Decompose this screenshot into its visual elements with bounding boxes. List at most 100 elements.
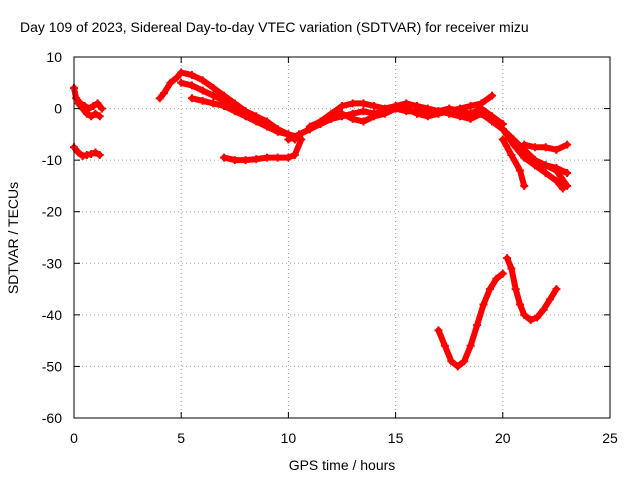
x-tick-label: 15 [388,430,404,446]
data-point [541,143,550,152]
y-tick-label: 10 [46,49,62,65]
data-point [533,313,542,322]
data-point [434,107,443,116]
data-point [252,155,261,164]
data-point [488,114,497,123]
data-point [511,285,520,294]
series-arc-evening-e [520,140,572,154]
data-point [209,83,218,92]
data-point [273,153,282,162]
data-point [488,91,497,100]
data-point [479,300,488,309]
data-point [316,117,325,126]
data-point [558,184,567,193]
data-point [530,161,539,170]
data-point [89,101,98,110]
data-point [447,357,456,366]
data-point [97,104,106,113]
data-point [262,153,271,162]
data-point [241,156,250,165]
series-arc-low-flat [220,135,306,165]
data-point [155,94,164,103]
data-point [466,114,475,123]
data-point [252,117,261,126]
data-point [520,153,529,162]
series-arc-early-lower [70,143,104,161]
axis-ticks: 0 5 10 15 20 25 -60 -50 -40 -30 -20 -10 0 10 [42,49,618,446]
data-point [466,341,475,350]
series-trace [188,95,292,138]
data-point [327,112,336,121]
data-point [541,169,550,178]
data-point [391,104,400,113]
data-point [453,362,462,371]
data-point [477,109,486,118]
data-point [455,112,464,121]
data-point [198,96,207,105]
data-point [563,169,572,178]
x-axis-label: GPS time / hours [289,457,396,473]
series-arc-evening-c [498,125,567,193]
data-point [187,94,196,103]
data-point [220,101,229,110]
data-point [230,107,239,116]
data-point [539,305,548,314]
data-point [485,285,494,294]
series-arc-deep-b [503,254,561,325]
data-point [290,150,299,159]
data-point [295,130,304,139]
data-point [434,326,443,335]
y-axis-label: SDTVAR / TECUs [5,182,21,294]
data-point [526,316,535,325]
data-points [70,68,572,371]
data-point [95,150,104,159]
series-trace [435,270,506,370]
data-point [552,176,561,185]
data-point [440,341,449,350]
data-point [530,143,539,152]
data-point [198,86,207,95]
data-point [552,285,561,294]
data-point [338,109,346,118]
series-arc-day-c [305,104,486,131]
data-point [552,163,561,172]
data-point [74,99,83,108]
x-tick-label: 0 [70,430,78,446]
data-point [74,148,83,157]
data-point [87,149,96,158]
data-point [402,107,411,116]
data-point [241,112,250,121]
data-point [492,274,501,283]
y-tick-label: -50 [42,358,62,374]
data-point [273,127,282,136]
data-point [177,68,186,77]
data-point [284,153,293,162]
series-trace [499,136,528,189]
data-point [93,99,102,108]
data-point [520,140,529,149]
series-trace [504,255,560,323]
x-tick-label: 10 [281,430,297,446]
data-point [552,145,561,154]
data-point [78,152,87,161]
series-arc-mid-c [187,94,293,139]
data-point [370,112,379,121]
data-point [187,71,196,80]
data-point [338,101,346,110]
data-point [473,321,482,330]
series-arc-evening-d [498,135,529,190]
y-tick-label: -30 [42,255,62,271]
data-point [498,125,507,134]
x-tick-label: 5 [177,430,185,446]
data-point [498,269,507,278]
data-point [466,101,475,110]
data-point [82,150,91,159]
data-point [507,264,516,273]
plot-frame [73,56,611,419]
data-point [515,166,524,175]
data-point [209,99,218,108]
data-point [563,140,572,149]
data-point [423,109,432,118]
y-tick-label: -40 [42,307,62,323]
